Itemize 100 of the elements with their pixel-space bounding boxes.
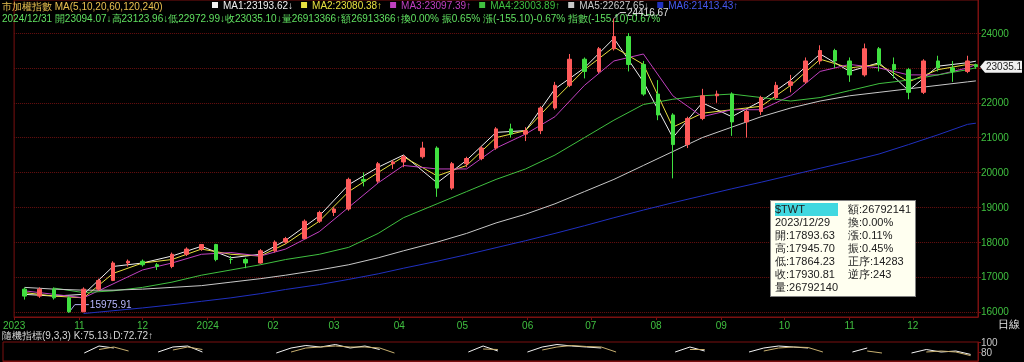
x-tick-label: 04: [393, 319, 406, 331]
candlestick: [906, 67, 911, 100]
candlestick: [317, 210, 322, 224]
legend-label: MA2:23080.38↑: [312, 0, 383, 11]
candlestick: [464, 156, 469, 168]
annotation: 振:0.45%: [848, 242, 895, 255]
candlestick: [376, 161, 380, 184]
candlestick: [818, 44, 822, 65]
candlestick: [283, 236, 288, 245]
candlestick: [170, 252, 174, 269]
y-tick-label: 24000: [981, 27, 1010, 39]
candlestick: [81, 286, 86, 313]
candlestick: [273, 239, 277, 254]
y-tick-label: 17000: [981, 271, 1010, 283]
candlestick: [67, 295, 71, 314]
legend-label: MA3:23097.39↑: [401, 0, 472, 11]
candlestick: [774, 81, 778, 100]
candlestick: [936, 55, 940, 72]
candlestick: [759, 95, 763, 116]
x-tick-label: 11: [844, 319, 856, 331]
text: 日線: [998, 317, 1020, 330]
candlestick: [877, 46, 881, 72]
annotation: 低:17864.23: [775, 255, 836, 268]
candlestick: [671, 112, 675, 179]
candlestick: [401, 154, 406, 168]
candlestick: [346, 177, 351, 212]
x-tick-label: 09: [715, 319, 728, 331]
candlestick: [582, 56, 587, 79]
candlestick: [965, 55, 970, 74]
candlestick: [553, 81, 557, 111]
y-tick-label: 22000: [981, 97, 1010, 109]
y-tick-label: 19000: [981, 201, 1010, 213]
y-tick-label: 100: [981, 336, 999, 348]
candlestick: [361, 171, 366, 187]
candlestick: [140, 259, 145, 267]
annotation: 漲:0.11%: [848, 229, 894, 242]
candlestick: [862, 43, 867, 78]
candlestick: [479, 145, 484, 161]
x-tick-label: 2023: [3, 319, 26, 331]
legend-label: MA4:23003.89↑: [490, 0, 561, 11]
annotation: 2023/12/29: [775, 216, 832, 229]
candlestick: [715, 90, 719, 104]
candlestick: [685, 116, 690, 149]
annotation: 額:26792141: [848, 203, 911, 216]
y-tick-label: 80: [981, 346, 993, 358]
x-tick-label: 03: [328, 319, 341, 331]
x-tick-label: 10: [778, 319, 791, 331]
candlestick: [538, 105, 543, 135]
candlestick: [302, 218, 307, 240]
annotation: 正序:14283: [848, 255, 905, 268]
candlestick: [597, 46, 601, 74]
candlestick: [243, 257, 248, 269]
line-series: [83, 122, 977, 315]
candlestick: [833, 48, 837, 69]
candlestick: [523, 126, 528, 142]
candlestick: [214, 243, 218, 262]
candlestick: [420, 141, 425, 159]
candlestick: [96, 278, 101, 292]
candlestick: [847, 56, 852, 83]
candlestick: [37, 286, 42, 299]
candlestick: [199, 243, 204, 252]
candlestick: [391, 159, 395, 170]
candlestick: [435, 145, 439, 198]
candlestick: [155, 262, 159, 271]
x-tick-label: 08: [650, 319, 663, 331]
candlestick: [744, 109, 749, 139]
candlestick: [730, 91, 734, 137]
legend-label: MA1:23193.62↓: [223, 0, 294, 11]
annotation: 逆序:243: [848, 268, 893, 281]
chart-title: 隨機指標(9,3,3) K:75.13↓D:72.72↑: [2, 329, 154, 341]
x-tick-label: 11: [74, 319, 85, 331]
candlestick: [626, 32, 631, 72]
candlestick: [921, 58, 926, 95]
candlestick: [258, 248, 263, 265]
candlestick: [111, 260, 115, 282]
candlestick: [22, 286, 27, 301]
candlestick: [803, 56, 808, 85]
chart-title: 市加權指數 MA(5,10,20,60,120,240): [2, 0, 163, 12]
x-tick-label: 05: [456, 319, 469, 331]
x-tick-label: 02: [267, 319, 279, 331]
annotation: 15975.91: [89, 299, 132, 311]
candlestick: [788, 74, 793, 93]
candlestick: [332, 206, 336, 217]
candlestick: [656, 79, 660, 121]
annotation: 高:17945.70: [775, 242, 836, 255]
annotation: 開:17893.63: [775, 229, 836, 242]
legend-label: MA6:21413.43↑: [668, 0, 739, 11]
annotation: 換:0.00%: [848, 216, 895, 229]
x-tick-label: 12: [907, 319, 919, 331]
candlestick: [892, 56, 896, 79]
y-tick-label: 16000: [981, 306, 1010, 318]
y-tick-label: 18000: [981, 236, 1010, 248]
x-tick-label: 2024: [196, 319, 220, 331]
candlestick: [567, 53, 572, 88]
annotation: 量:26792140: [775, 281, 838, 294]
x-tick-label: 07: [585, 319, 597, 331]
annotation: 23035.1: [986, 61, 1023, 73]
candlestick: [950, 60, 955, 83]
candlestick: [700, 88, 705, 121]
candlestick: [184, 246, 189, 257]
